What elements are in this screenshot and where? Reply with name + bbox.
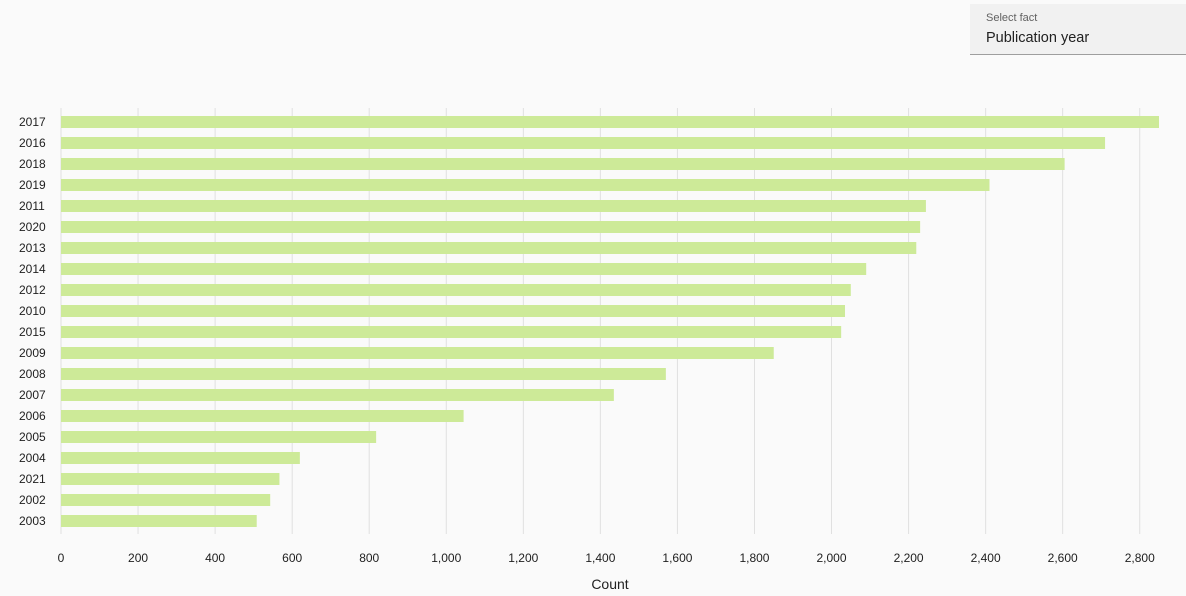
category-label: 2002 (19, 493, 46, 507)
bar-2007[interactable] (61, 389, 614, 401)
bar-2005[interactable] (61, 431, 377, 443)
x-tick-label: 2,200 (894, 551, 924, 565)
x-tick-label: 1,800 (739, 551, 769, 565)
bar-2011[interactable] (61, 200, 926, 212)
x-tick-label: 1,400 (585, 551, 615, 565)
bar-2020[interactable] (61, 221, 921, 233)
category-label: 2019 (19, 178, 46, 192)
bar-2006[interactable] (61, 410, 464, 422)
category-label: 2020 (19, 220, 46, 234)
bar-2018[interactable] (61, 158, 1065, 170)
x-tick-label: 400 (205, 551, 225, 565)
bar-2014[interactable] (61, 263, 867, 275)
category-label: 2009 (19, 346, 46, 360)
x-tick-label: 800 (359, 551, 379, 565)
x-tick-label: 2,400 (971, 551, 1001, 565)
x-tick-label: 2,000 (817, 551, 847, 565)
category-label: 2006 (19, 409, 46, 423)
category-label: 2004 (19, 451, 46, 465)
category-label: 2021 (19, 472, 46, 486)
bar-2009[interactable] (61, 347, 774, 359)
x-tick-label: 0 (58, 551, 65, 565)
select-fact-value: Publication year (986, 30, 1090, 46)
select-fact-dropdown[interactable]: Select fact Publication year (970, 4, 1186, 55)
category-label: 2013 (19, 241, 46, 255)
bar-2010[interactable] (61, 305, 846, 317)
x-tick-label: 2,600 (1048, 551, 1078, 565)
bar-2002[interactable] (61, 494, 271, 506)
category-label: 2011 (19, 199, 45, 213)
category-label: 2003 (19, 514, 46, 528)
x-axis-title: Count (591, 576, 628, 592)
bar-2012[interactable] (61, 284, 851, 296)
bar-2004[interactable] (61, 452, 300, 464)
category-label: 2005 (19, 430, 46, 444)
bars (61, 116, 1159, 527)
x-tick-label: 200 (128, 551, 148, 565)
bar-2021[interactable] (61, 473, 280, 485)
category-label: 2015 (19, 325, 46, 339)
bar-2008[interactable] (61, 368, 666, 380)
category-label: 2012 (19, 283, 46, 297)
category-label: 2010 (19, 304, 46, 318)
bar-2017[interactable] (61, 116, 1159, 128)
x-tick-label: 1,200 (508, 551, 538, 565)
grid-lines (60, 108, 1141, 534)
category-label: 2016 (19, 136, 46, 150)
select-fact-label: Select fact (986, 12, 1038, 24)
bar-2013[interactable] (61, 242, 917, 254)
category-label: 2008 (19, 367, 46, 381)
bar-2015[interactable] (61, 326, 842, 338)
bar-2016[interactable] (61, 137, 1106, 149)
x-tick-label: 1,000 (431, 551, 461, 565)
x-tick-label: 2,800 (1125, 551, 1155, 565)
bar-2003[interactable] (61, 515, 257, 527)
x-tick-labels: 0 200 400 600 800 1,000 1,200 1,400 1,600 1,800 2,… (58, 551, 1155, 565)
category-label: 2007 (19, 388, 46, 402)
x-tick-label: 1,600 (662, 551, 692, 565)
category-label: 2017 (19, 115, 46, 129)
x-tick-label: 600 (282, 551, 302, 565)
category-label: 2018 (19, 157, 46, 171)
category-label: 2014 (19, 262, 46, 276)
category-labels: 2017 2016 2018 2019 2011 2020 2013 2014 2012 2010… (19, 115, 46, 528)
bar-2019[interactable] (61, 179, 990, 191)
